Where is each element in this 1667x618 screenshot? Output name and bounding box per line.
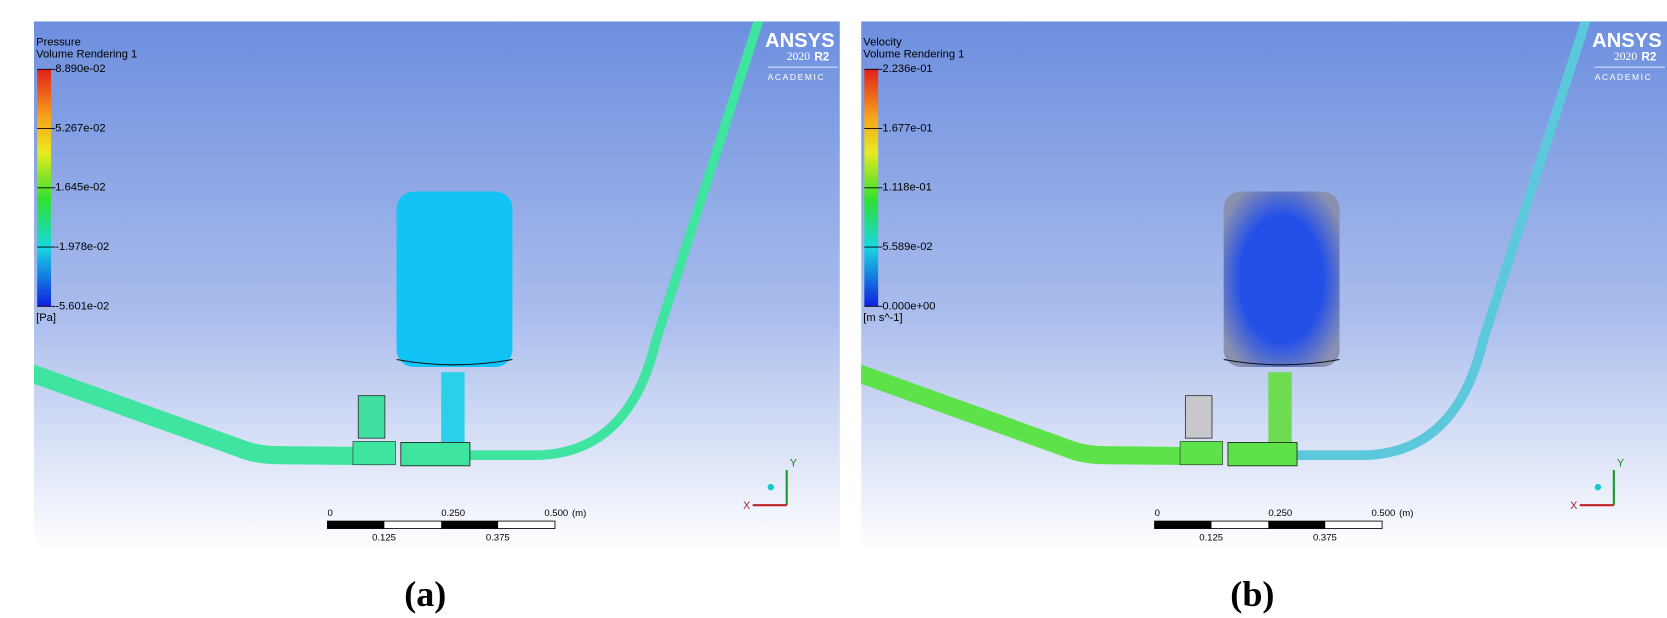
y-axis-label: Y [1617,457,1624,469]
logo-version: 2020 [787,50,811,63]
tank [397,192,513,367]
legend-tick-label: 0.000e+00 [882,300,935,312]
logo-brand: ANSYS [1592,30,1662,52]
legend-tick-label: 1.645e-02 [55,182,105,194]
logo-edition: ACADEMIC [1595,72,1653,82]
logo-edition: ACADEMIC [768,72,826,82]
scale-seg [1155,521,1212,528]
legend-tick-label: -1.978e-02 [55,241,109,253]
legend-tick-label: -5.601e-02 [55,300,109,312]
scale-label: 0.375 [486,533,510,544]
scale-label: 0.250 [1268,508,1292,519]
legend-subtitle: Volume Rendering 1 [863,48,964,60]
scale-seg [441,521,498,528]
legend-tick-label: 1.118e-01 [882,182,931,194]
legend-tick-label: 2.236e-01 [882,63,932,75]
logo-release: R2 [1641,51,1656,64]
legend-tick-label: 5.267e-02 [55,122,105,134]
logo-brand: ANSYS [765,30,835,52]
tee [1228,442,1297,465]
x-axis-label: X [743,500,750,512]
legend-tick-label: 1.677e-01 [882,122,932,134]
valve [1185,396,1212,439]
riser-pipe [1268,372,1291,452]
y-axis-label: Y [790,457,797,469]
logo-version: 2020 [1614,50,1638,63]
legend-title: Velocity [863,37,902,49]
riser-pipe [441,372,464,452]
legend-unit: [m s^-1] [863,312,902,324]
scale-label: 0 [327,508,332,519]
scale-label: 0.500 [544,508,568,519]
triad-dot [1595,484,1601,490]
scale-label: 0.125 [372,533,396,544]
scale-label: 0 [1155,508,1160,519]
legend-subtitle: Volume Rendering 1 [36,48,137,60]
scale-label: 0.250 [441,508,465,519]
scale-label: 0.375 [1313,533,1337,544]
tee [401,442,470,465]
valve-body [353,441,396,464]
logo-release: R2 [814,51,829,64]
tank [1224,192,1340,367]
viewport [29,16,840,551]
legend-tick-label: 8.890e-02 [55,63,105,75]
scale-label: 0.500 [1371,508,1395,519]
page: {"panels": [ {"label": "(a)", "legend": … [0,0,1667,618]
x-axis-label: X [1570,500,1577,512]
scale-seg [327,521,384,528]
panel-label: (b) [1230,574,1274,614]
valve-body [1180,441,1223,464]
legend-tick-label: 5.589e-02 [882,241,932,253]
figure: PressureVolume Rendering 18.890e-025.267… [0,0,1667,618]
scale-seg [1268,521,1325,528]
scale-unit: (m) [1399,508,1413,519]
valve [358,396,385,439]
panel-label: (a) [404,574,446,614]
legend-title: Pressure [36,37,81,49]
viewport [856,16,1667,551]
triad-dot [768,484,774,490]
scale-label: 0.125 [1199,533,1223,544]
legend-unit: [Pa] [36,312,56,324]
scale-unit: (m) [572,508,586,519]
